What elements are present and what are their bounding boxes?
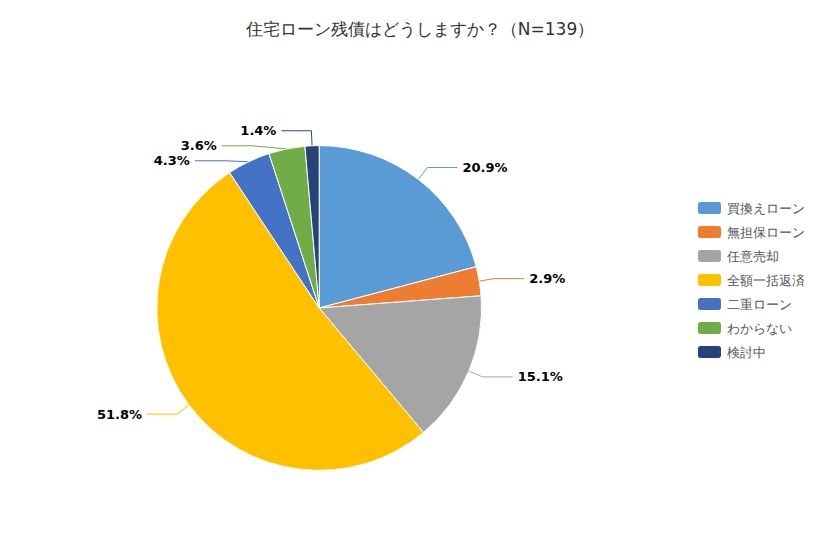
- svg-text:1.4%: 1.4%: [240, 123, 276, 138]
- svg-text:買換えローン: 買換えローン: [727, 201, 805, 216]
- svg-text:全額一括返済: 全額一括返済: [727, 273, 805, 288]
- svg-text:住宅ローン残債はどうしますか？（N=139）: 住宅ローン残債はどうしますか？（N=139）: [245, 19, 594, 39]
- svg-text:15.1%: 15.1%: [518, 369, 563, 384]
- svg-text:20.9%: 20.9%: [462, 160, 507, 175]
- svg-text:4.3%: 4.3%: [154, 153, 190, 168]
- svg-text:2.9%: 2.9%: [529, 271, 565, 286]
- svg-text:二重ローン: 二重ローン: [727, 297, 792, 312]
- svg-text:51.8%: 51.8%: [97, 407, 142, 422]
- svg-text:わからない: わからない: [727, 321, 792, 336]
- svg-text:無担保ローン: 無担保ローン: [727, 225, 805, 240]
- svg-text:3.6%: 3.6%: [181, 138, 217, 153]
- svg-text:任意売却: 任意売却: [726, 249, 779, 264]
- svg-text:検討中: 検討中: [727, 345, 766, 360]
